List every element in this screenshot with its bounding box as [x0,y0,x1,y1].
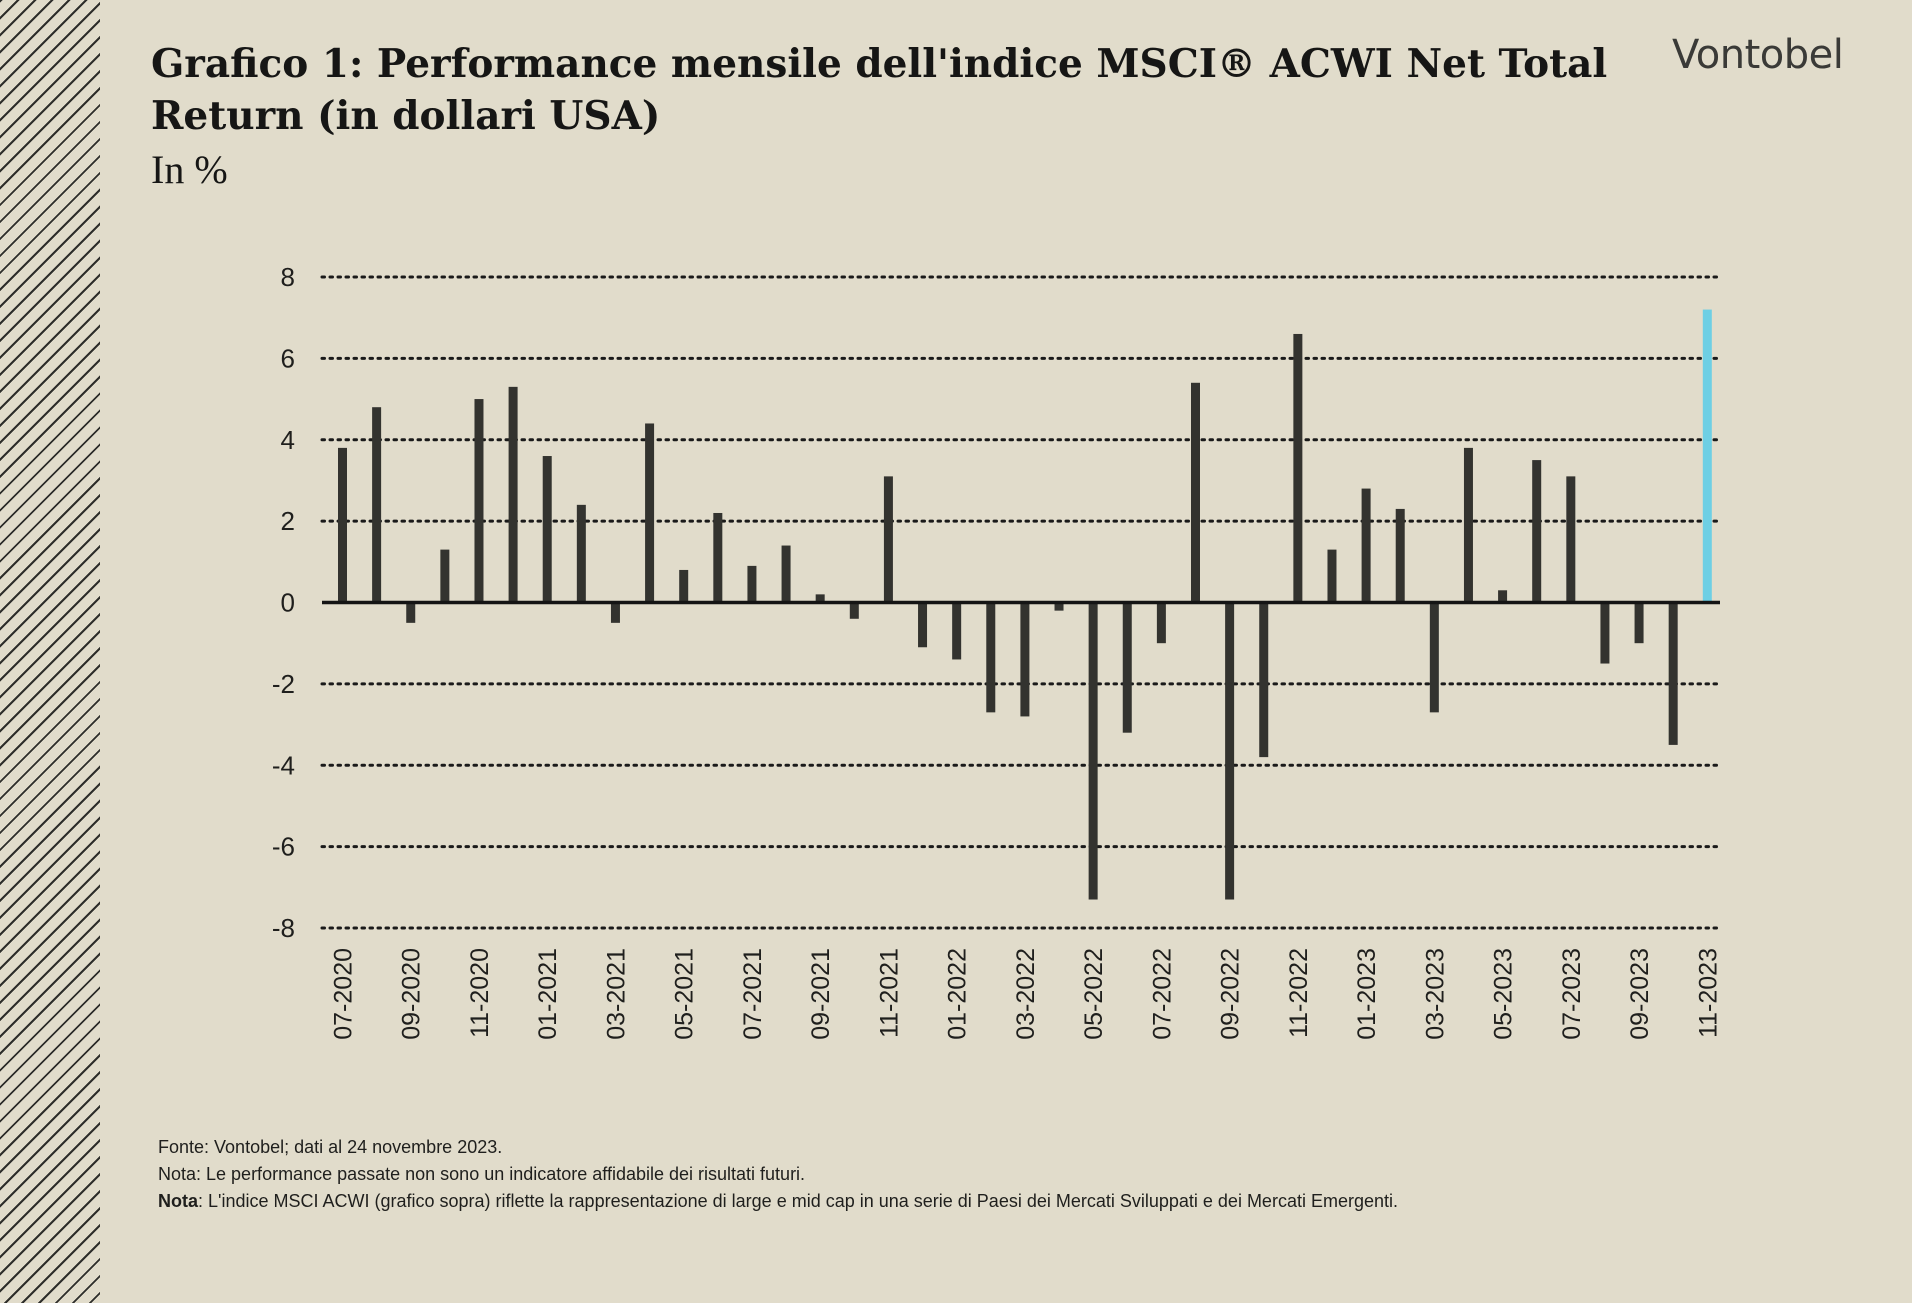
bar-05-2021 [679,569,689,603]
brand-logo: Vontobel [1672,32,1844,78]
bar-08-2022 [1191,382,1200,603]
bar-09-2020 [406,602,416,623]
bar-02-2021 [576,504,586,603]
bar-09-2021 [815,594,825,603]
y-tick-label: 6 [281,343,295,373]
x-tick-label: 01-2023 [1353,948,1381,1040]
x-tick-label: 11-2020 [466,948,494,1038]
x-tick-label: 05-2021 [671,948,699,1040]
bar-08-2023 [1600,602,1610,664]
bar-01-2022 [952,602,962,660]
chart-title: Grafico 1: Performance mensile dell'indi… [151,41,1608,139]
x-tick-label: 09-2021 [807,948,835,1040]
bar-06-2022 [1122,602,1132,733]
bar-07-2022 [1156,602,1166,644]
bar-05-2023 [1498,590,1508,603]
bar-01-2021 [542,456,552,603]
bar-03-2021 [610,602,620,623]
bars [338,309,1712,900]
x-tick-label: 07-2022 [1148,948,1176,1040]
bar-07-2020 [338,447,347,603]
y-tick-label: -6 [272,832,295,862]
bar-09-2022 [1225,602,1235,900]
bar-11-2023 [1702,309,1712,603]
bar-08-2020 [372,407,382,603]
x-tick-label: 11-2021 [875,948,903,1038]
y-tick-label: 0 [281,588,295,618]
x-tick-label: 03-2023 [1421,948,1449,1040]
footnotes: Fonte: Vontobel; dati al 24 novembre 202… [158,1134,1398,1215]
x-tick-label: 09-2022 [1217,948,1245,1040]
bar-05-2022 [1088,602,1098,900]
y-tick-label: 8 [281,262,295,292]
bar-03-2023 [1429,602,1439,713]
x-tick-label: 11-2022 [1285,948,1313,1038]
x-axis-ticks: 07-2020 09-2020 11-2020 01-2021 03-2021 05-20… [330,948,1723,1040]
bar-11-2021 [883,476,893,603]
source-note: Fonte: Vontobel; dati al 24 novembre 202… [158,1137,503,1157]
bar-chart: 8 6 4 2 0 -2 -4 -6 -8 07-2020 09-2020 11-2020 01-20… [272,262,1723,1040]
x-tick-label: 07-2021 [739,948,767,1040]
bar-07-2021 [747,565,757,603]
x-tick-label: 09-2020 [398,948,426,1040]
bar-12-2020 [508,386,518,603]
bar-06-2023 [1532,460,1542,603]
bar-08-2021 [781,545,791,603]
y-tick-label: 4 [281,425,295,455]
bar-01-2023 [1361,488,1371,603]
bar-09-2023 [1634,602,1644,644]
bar-04-2021 [645,423,655,603]
bar-06-2021 [713,512,723,603]
x-tick-label: 01-2021 [534,948,562,1040]
x-tick-label: 07-2020 [330,948,358,1040]
x-tick-label: 11-2023 [1694,948,1722,1038]
y-tick-label: -2 [272,669,295,699]
x-tick-label: 01-2022 [944,948,972,1040]
bar-10-2020 [440,549,450,603]
bar-11-2020 [474,399,484,603]
disclaimer-note: Nota: Le performance passate non sono un… [158,1164,806,1184]
bar-11-2022 [1293,333,1303,603]
bar-02-2022 [986,602,996,713]
bar-02-2023 [1395,508,1405,603]
bar-10-2022 [1259,602,1269,758]
bar-12-2022 [1327,549,1337,603]
index-note-text: : L'indice MSCI ACWI (grafico sopra) rif… [198,1191,1398,1211]
bar-10-2021 [849,602,859,619]
index-note: Nota: L'indice MSCI ACWI (grafico sopra)… [158,1188,1398,1215]
bar-12-2021 [918,602,928,648]
y-axis-ticks: 8 6 4 2 0 -2 -4 -6 -8 [272,262,295,943]
bar-07-2023 [1566,476,1576,603]
y-tick-label: 2 [281,506,295,536]
chart-unit-subtitle: In % [151,147,228,192]
y-tick-label: -8 [272,913,295,943]
bar-10-2023 [1668,602,1678,745]
gridlines [320,275,1720,930]
decorative-hatch-stripe [0,0,100,1303]
index-note-label: Nota [158,1191,198,1211]
x-tick-label: 05-2023 [1490,948,1518,1040]
x-tick-label: 03-2022 [1012,948,1040,1040]
bar-04-2022 [1054,602,1064,611]
x-tick-label: 09-2023 [1626,948,1654,1040]
y-tick-label: -4 [272,750,295,780]
x-tick-label: 05-2022 [1080,948,1108,1040]
x-tick-label: 03-2021 [602,948,630,1040]
x-tick-label: 07-2023 [1558,948,1586,1040]
bar-03-2022 [1020,602,1030,717]
bar-04-2023 [1463,447,1473,603]
